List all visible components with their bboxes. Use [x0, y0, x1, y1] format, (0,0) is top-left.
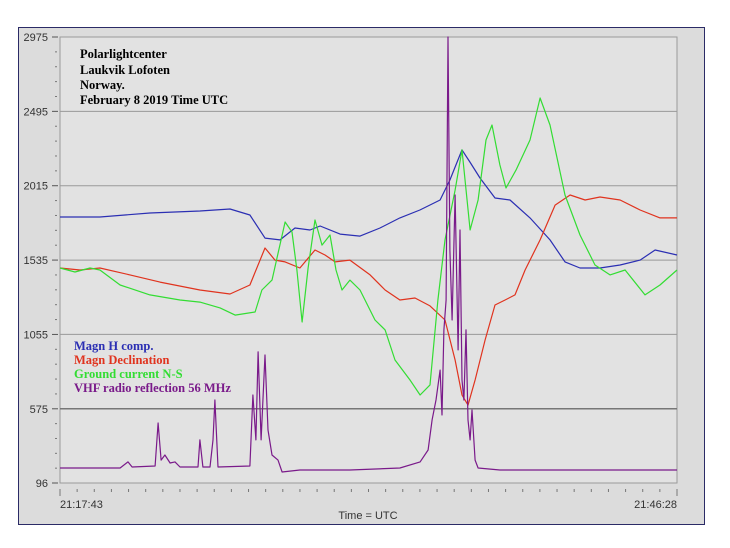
y-tick-label: 2015	[24, 181, 48, 193]
x-tick-label-end: 21:46:28	[634, 499, 677, 511]
legend-magn-declination: Magn Declination	[74, 353, 170, 367]
chart-subtitle-country: Norway.	[80, 78, 125, 92]
chart-subtitle-date: February 8 2019 Time UTC	[80, 93, 228, 107]
grid	[60, 110, 677, 410]
y-tick-label: 96	[36, 478, 48, 490]
chart-subtitle-location: Laukvik Lofoten	[80, 63, 170, 77]
series-line-3	[60, 36, 677, 473]
series-lines	[59, 36, 678, 473]
legend-magn-h: Magn H comp.	[74, 339, 154, 353]
series-line-2	[59, 97, 678, 396]
legend-ground-current: Ground current N-S	[74, 367, 183, 381]
legend-vhf: VHF radio reflection 56 MHz	[74, 381, 231, 395]
x-axis	[59, 489, 678, 496]
y-tick-label: 1535	[24, 255, 48, 267]
series-line-1	[59, 194, 677, 406]
y-tick-label: 1055	[24, 329, 48, 341]
chart-title: Polarlightcenter	[80, 47, 167, 61]
y-tick-label: 2975	[24, 32, 48, 44]
x-axis-label: Time = UTC	[338, 510, 397, 522]
x-tick-label-start: 21:17:43	[60, 499, 103, 511]
y-tick-label: 575	[30, 404, 48, 416]
series-line-0	[60, 149, 678, 269]
y-axis: 96 575 1055 1535 2015 2495 2975	[24, 32, 58, 490]
y-tick-label: 2495	[24, 106, 48, 118]
